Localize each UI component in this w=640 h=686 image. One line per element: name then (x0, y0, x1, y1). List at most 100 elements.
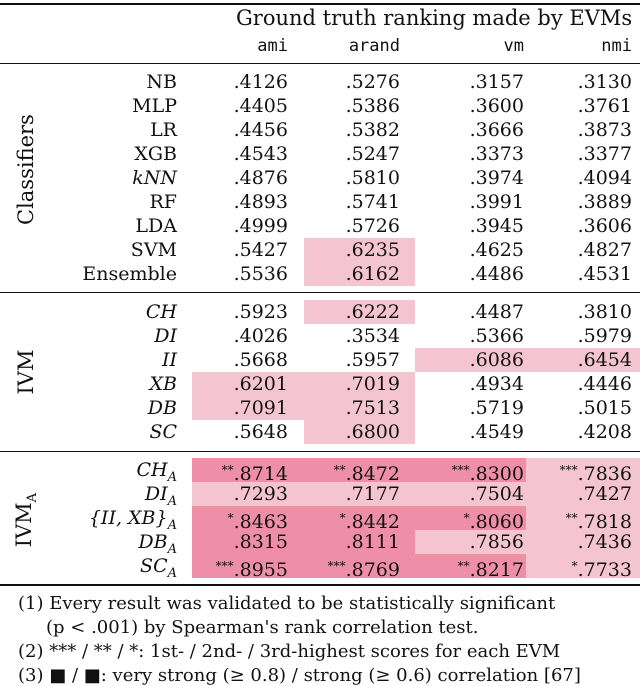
table-cell: .4094 (577, 167, 632, 189)
highlight-iixba-ami (192, 506, 304, 530)
row-label: kNN (132, 167, 177, 189)
table-cell: .5957 (345, 349, 400, 371)
table-cell: .5386 (345, 95, 400, 117)
table-cell: ***.8769 (327, 559, 400, 581)
highlight-sca-vm (415, 554, 526, 578)
highlight-dba-vmnmi (415, 530, 640, 554)
table-cell: .7019 (345, 373, 400, 395)
table-cell: .4531 (577, 263, 632, 285)
table-cell: .5536 (233, 263, 288, 285)
highlight-cha-arand (304, 458, 415, 482)
row-label: LDA (135, 215, 177, 237)
row-label: DB (147, 397, 177, 419)
table-title: Ground truth ranking made by EVMs (236, 6, 633, 30)
table-cell: .3377 (577, 143, 632, 165)
row-label: LR (150, 119, 177, 141)
highlight-ensemble-arand (304, 262, 415, 286)
header-rule (0, 63, 640, 64)
table-cell: .3606 (577, 215, 632, 237)
section-label-ivm: IVM (14, 349, 38, 395)
table-cell: .5648 (233, 421, 288, 443)
table-cell: **.7818 (565, 511, 632, 533)
highlight-sca-arand (304, 554, 415, 578)
col-header-arand: arand (348, 36, 400, 56)
highlight-dia-row (192, 482, 640, 506)
highlight-db-ami (192, 396, 304, 420)
highlight-db-arand (304, 396, 415, 420)
table-cell: .7856 (469, 531, 524, 553)
col-header-ami: ami (257, 36, 288, 56)
table-cell: **.8714 (221, 463, 288, 485)
table-cell: .4486 (469, 263, 524, 285)
row-label: DI (154, 325, 177, 347)
table-cell: *.8060 (463, 511, 524, 533)
row-label: XGB (134, 143, 177, 165)
table-cell: *.8463 (227, 511, 288, 533)
section-rule-1 (0, 292, 640, 293)
highlight-iixba-arand (304, 506, 415, 530)
table-cell: .7177 (345, 483, 400, 505)
table-cell: .4026 (233, 325, 288, 347)
table-cell: .8315 (233, 531, 288, 553)
col-header-vm: vm (503, 36, 524, 56)
table-cell: .3889 (577, 191, 632, 213)
table-cell: .3873 (577, 119, 632, 141)
table-cell: .4876 (233, 167, 288, 189)
table-cell: .5719 (469, 397, 524, 419)
table-cell: .3373 (469, 143, 524, 165)
table-cell: .6162 (345, 263, 400, 285)
highlight-cha-vm (415, 458, 526, 482)
col-header-nmi: nmi (601, 36, 632, 56)
table-cell: **.8472 (333, 463, 400, 485)
table-cell: .3666 (469, 119, 524, 141)
row-label: II (161, 349, 177, 371)
table-cell: *.8442 (339, 511, 400, 533)
note-1: (1) Every result was validated to be sta… (18, 593, 556, 614)
table-cell: .4893 (233, 191, 288, 213)
highlight-cha-nmi (526, 458, 640, 482)
highlight-ii-vm (415, 348, 640, 372)
row-label: SCA (140, 555, 177, 581)
table-cell: .7427 (577, 483, 632, 505)
table-cell: .7513 (345, 397, 400, 419)
table-cell: .7091 (233, 397, 288, 419)
table-cell: .5810 (345, 167, 400, 189)
table-cell: .5668 (233, 349, 288, 371)
highlight-iixba-vm (415, 506, 526, 530)
table-cell: .4208 (577, 421, 632, 443)
table-cell: *.7733 (571, 559, 632, 581)
table-cell: .5923 (233, 301, 288, 323)
highlight-dba-ami (192, 530, 304, 554)
table-cell: .5741 (345, 191, 400, 213)
table-cell: .4999 (233, 215, 288, 237)
table-cell: .5015 (577, 397, 632, 419)
table-cell: .5726 (345, 215, 400, 237)
note-2: (2) *** / ** / *: 1st- / 2nd- / 3rd-high… (18, 641, 561, 662)
table-cell: .3945 (469, 215, 524, 237)
table-cell: .4543 (233, 143, 288, 165)
table-cell: .5427 (233, 239, 288, 261)
row-label: NB (146, 71, 177, 93)
table-cell: .6222 (345, 301, 400, 323)
bottom-rule (0, 584, 640, 586)
table-cell: .5382 (345, 119, 400, 141)
note-1-cont: (p < .001) by Spearman's rank correlatio… (46, 617, 479, 638)
table-cell: .3534 (345, 325, 400, 347)
table-cell: .4446 (577, 373, 632, 395)
table-cell: .5979 (577, 325, 632, 347)
table-cell: .4549 (469, 421, 524, 443)
section-label-classifiers: Classifiers (14, 114, 38, 225)
table-cell: .6086 (469, 349, 524, 371)
row-label: CHA (136, 459, 178, 485)
table-cell: .5247 (345, 143, 400, 165)
highlight-sc-arand (304, 420, 415, 444)
table-cell: .3974 (469, 167, 524, 189)
row-label: DIA (144, 483, 177, 509)
row-label: SC (149, 421, 177, 443)
table-cell: .3991 (469, 191, 524, 213)
highlight-iixba-nmi (526, 506, 640, 530)
highlight-sca-ami (192, 554, 304, 578)
row-label: MLP (132, 95, 177, 117)
table-cell: .3130 (577, 71, 632, 93)
table-cell: ***.8300 (451, 463, 524, 485)
